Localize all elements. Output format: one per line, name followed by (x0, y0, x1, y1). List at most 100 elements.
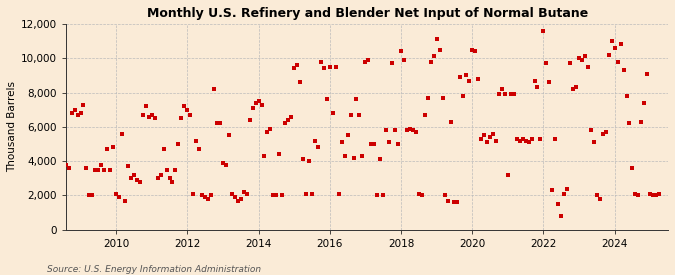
Point (645, 192, 655, 196)
Point (585, 128, 596, 133)
Point (211, 121, 222, 126)
Point (315, 59, 326, 64)
Point (232, 198, 243, 203)
Point (306, 192, 317, 196)
Point (514, 138, 525, 143)
Point (408, 128, 418, 133)
Point (642, 72, 653, 76)
Point (327, 111, 338, 115)
Point (378, 193, 389, 198)
Point (476, 137, 487, 141)
Point (383, 140, 394, 144)
Point (550, 137, 561, 141)
Point (81, 166, 92, 170)
Point (639, 101, 650, 105)
Point (185, 113, 196, 117)
Point (66, 111, 77, 115)
Point (247, 106, 258, 110)
Point (197, 193, 208, 198)
Point (372, 193, 383, 198)
Point (570, 85, 581, 90)
Point (238, 190, 249, 194)
Point (325, 65, 335, 69)
Point (236, 197, 246, 201)
Point (84, 193, 95, 198)
Point (419, 113, 430, 117)
Point (648, 193, 659, 198)
Point (357, 154, 368, 158)
Point (458, 94, 468, 98)
Point (538, 29, 549, 33)
Point (90, 167, 101, 172)
Point (153, 176, 163, 180)
Point (497, 87, 508, 91)
Point (182, 108, 193, 112)
Point (221, 162, 232, 167)
Point (253, 99, 264, 103)
Point (96, 162, 107, 167)
Point (295, 80, 306, 84)
Point (544, 80, 555, 84)
Point (595, 197, 605, 201)
Point (606, 39, 617, 43)
Point (209, 87, 219, 91)
Point (479, 133, 489, 138)
Point (449, 200, 460, 205)
Point (512, 137, 522, 141)
Point (336, 140, 347, 144)
Point (529, 78, 540, 83)
Point (506, 92, 516, 97)
Point (132, 178, 142, 182)
Point (526, 137, 537, 141)
Point (375, 157, 385, 162)
Point (119, 198, 130, 203)
Point (351, 97, 362, 101)
Point (565, 61, 576, 65)
Point (535, 137, 546, 141)
Point (455, 75, 466, 79)
Point (381, 128, 392, 133)
Point (256, 102, 267, 107)
Point (633, 193, 644, 198)
Point (105, 167, 115, 172)
Point (446, 119, 457, 124)
Point (167, 180, 178, 184)
Point (111, 192, 122, 196)
Point (627, 166, 638, 170)
Point (134, 180, 145, 184)
Point (330, 65, 341, 69)
Point (155, 173, 166, 177)
Point (57, 156, 68, 160)
Point (271, 193, 281, 198)
Point (387, 61, 398, 65)
Point (580, 54, 591, 59)
Point (467, 47, 478, 52)
Point (425, 59, 436, 64)
Text: Source: U.S. Energy Information Administration: Source: U.S. Energy Information Administ… (47, 265, 261, 274)
Point (461, 73, 472, 78)
Point (72, 113, 83, 117)
Point (43, 142, 53, 146)
Point (630, 192, 641, 196)
Point (313, 145, 323, 150)
Point (340, 154, 350, 158)
Point (559, 192, 570, 196)
Point (568, 87, 578, 91)
Point (202, 197, 213, 201)
Point (215, 121, 225, 126)
Point (396, 49, 406, 54)
Point (265, 126, 276, 131)
Point (298, 157, 308, 162)
Point (241, 192, 252, 196)
Point (164, 176, 175, 180)
Point (431, 37, 442, 42)
Point (87, 193, 98, 198)
Point (404, 126, 415, 131)
Point (191, 138, 202, 143)
Point (223, 133, 234, 138)
Point (654, 192, 665, 196)
Point (541, 61, 551, 65)
Point (621, 94, 632, 98)
Point (360, 59, 371, 64)
Point (300, 192, 311, 196)
